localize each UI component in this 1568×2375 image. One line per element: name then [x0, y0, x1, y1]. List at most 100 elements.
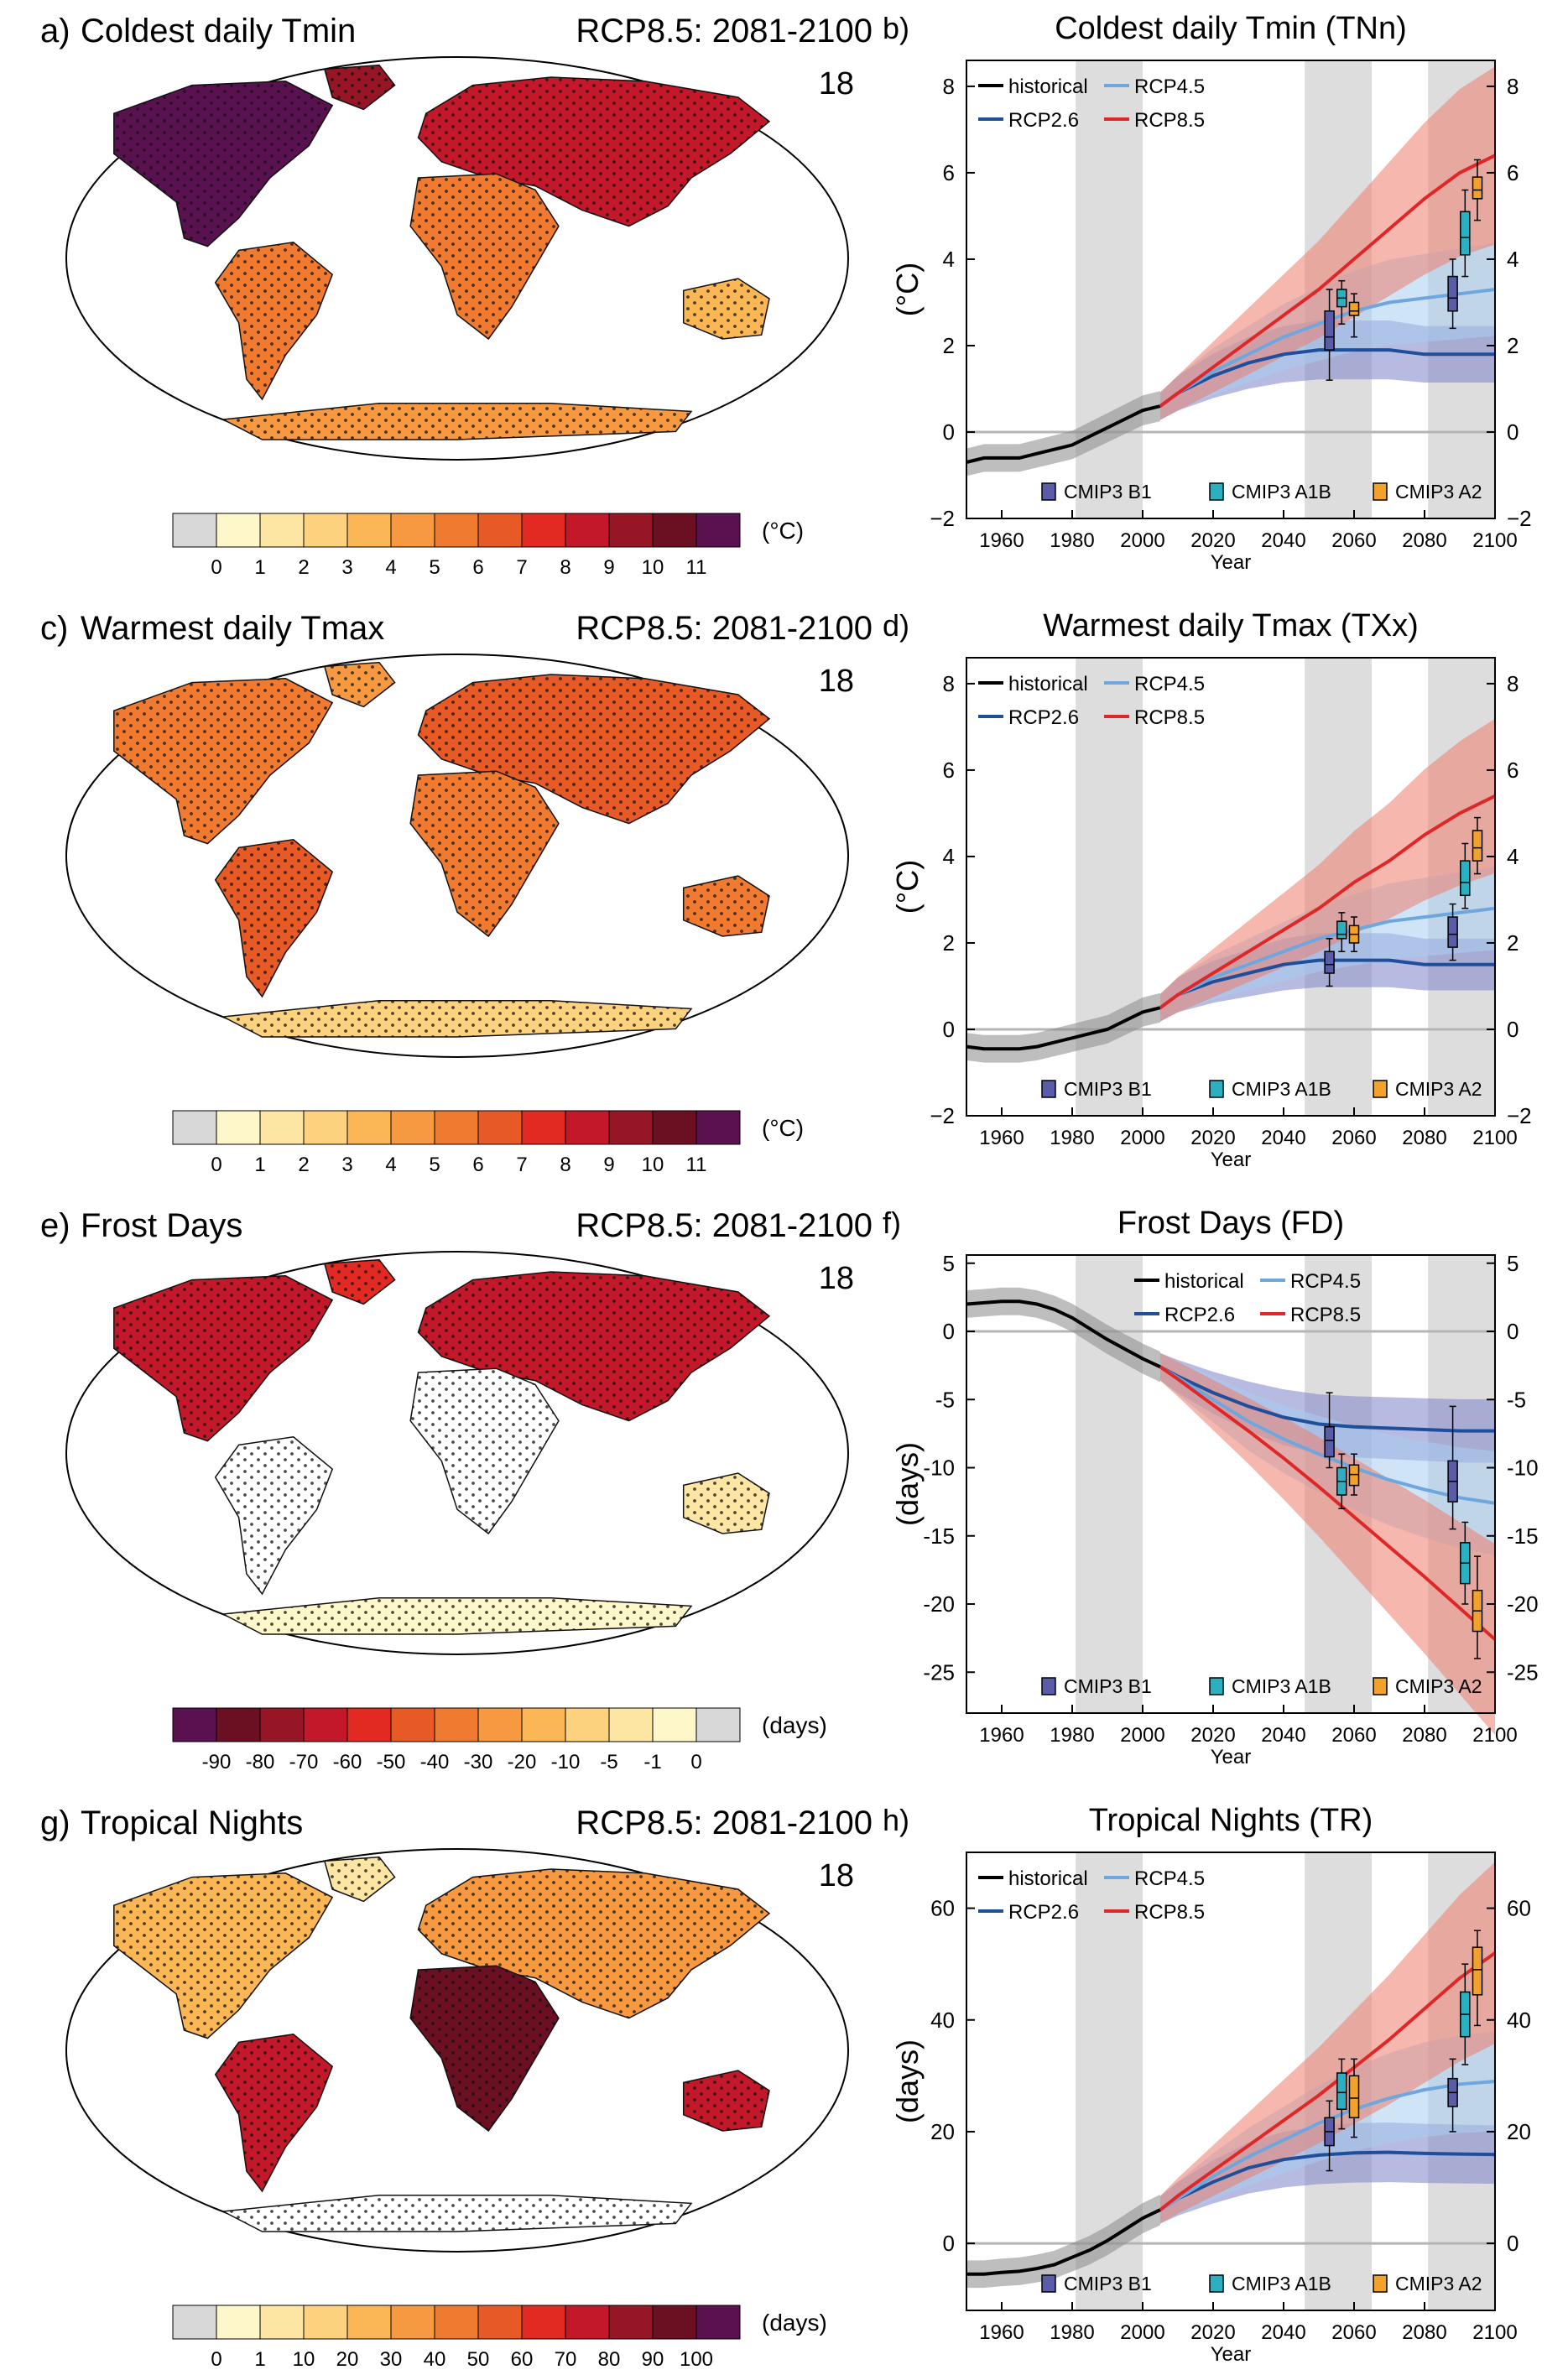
colorbar-swatch — [390, 1707, 435, 1742]
stippling-antarctica — [223, 1597, 691, 1634]
band-historical — [966, 2194, 1160, 2289]
y-tick-label-right: 2 — [1507, 333, 1519, 358]
band-rcp26 — [1160, 1352, 1495, 1463]
legend-label: RCP2.6 — [1008, 706, 1079, 729]
box-legend-label: CMIP3 A1B — [1232, 481, 1331, 503]
y-tick-label: 4 — [943, 844, 955, 869]
stippling-eurasia — [418, 77, 769, 227]
colorbar-tick-label: -10 — [551, 1751, 581, 1773]
colorbar-swatch — [477, 2305, 523, 2340]
x-tick-label: 2100 — [1472, 1127, 1517, 1149]
colorbar-tick-label: -70 — [289, 1751, 319, 1773]
box-cmip3-a2 — [1472, 1946, 1483, 1996]
y-tick-label-right: 40 — [1507, 2008, 1531, 2033]
y-tick-label-right: 2 — [1507, 930, 1519, 956]
series-line-rcp85 — [1159, 1951, 1497, 2211]
x-tick-label: 1960 — [979, 2321, 1024, 2344]
x-tick-label: 2040 — [1261, 2321, 1305, 2344]
colorbar-swatch — [172, 2305, 217, 2340]
y-tick-label-right: 0 — [1507, 2231, 1519, 2256]
x-tick-label: 2040 — [1261, 1127, 1305, 1149]
y-tick-label-right: -20 — [1507, 1591, 1539, 1617]
plot-frame — [966, 60, 1496, 519]
y-tick-label-right: −2 — [1507, 1103, 1532, 1128]
colorbar-swatch — [652, 2305, 697, 2340]
stippling-eurasia — [418, 1272, 769, 1421]
legend-label: RCP2.6 — [1008, 1901, 1079, 1924]
panel-letter: d) — [883, 608, 909, 643]
x-tick-label: 1980 — [1050, 1724, 1094, 1747]
y-tick-label: -25 — [923, 1659, 955, 1685]
y-tick-label-right: 6 — [1507, 160, 1519, 185]
colorbar-swatch — [477, 513, 523, 548]
series-line-rcp85 — [1159, 154, 1496, 408]
legend-label: historical — [1008, 1867, 1088, 1890]
colorbar-tick-label: 1 — [254, 556, 265, 579]
y-tick-label: 2 — [943, 333, 955, 358]
legend-label: RCP4.5 — [1134, 76, 1205, 98]
colorbar: 0 1 10 20 30 40 50 60 70 80 90 100 (days) — [172, 2305, 827, 2371]
box-legend-label: CMIP3 A2 — [1395, 481, 1482, 503]
y-tick-label: −2 — [930, 506, 955, 531]
y-tick-label-right: 20 — [1507, 2119, 1531, 2144]
y-tick-label: −2 — [930, 1103, 955, 1128]
stippling-australia — [683, 876, 769, 936]
band-rcp85 — [1160, 1352, 1495, 1736]
colorbar-swatch — [172, 513, 217, 548]
box-cmip3-b1 — [1324, 310, 1335, 351]
model-count: 18 — [819, 1261, 854, 1296]
colorbar-unit: (days) — [762, 1712, 827, 1738]
colorbar-tick-label: 5 — [429, 556, 440, 579]
colorbar-swatch — [434, 513, 479, 548]
colorbar-swatch — [346, 2305, 392, 2340]
model-count: 18 — [819, 664, 854, 699]
legend-label: RCP2.6 — [1164, 1304, 1235, 1326]
colorbar-tick-label: 0 — [690, 1751, 701, 1773]
band-rcp85 — [1160, 1862, 1495, 2224]
map-scenario: RCP8.5: 2081-2100 — [576, 13, 873, 49]
legend-label: RCP8.5 — [1290, 1304, 1361, 1326]
x-tick-label: 1980 — [1050, 529, 1094, 552]
colorbar-swatch — [216, 513, 261, 548]
y-tick-label-right: -5 — [1507, 1387, 1526, 1412]
colorbar-swatch — [259, 513, 305, 548]
stippling-eurasia — [418, 674, 769, 824]
colorbar-swatch — [521, 1707, 566, 1742]
series-line-rcp45 — [1159, 288, 1496, 408]
y-tick-label-right: 8 — [1507, 74, 1519, 99]
box-legend-label: CMIP3 B1 — [1064, 481, 1152, 503]
colorbar: 0 1 2 3 4 5 6 7 8 9 10 11 (°C) — [172, 1110, 804, 1176]
x-axis-label: Year — [1211, 2343, 1252, 2366]
map-panel-2: e) Frost Days RCP8.5: 2081-2100 18 -90 -80 -70… — [40, 1207, 873, 1773]
colorbar-swatch — [216, 1110, 261, 1145]
colorbar-tick-label: 7 — [516, 556, 527, 579]
colorbar-tick-label: 1 — [254, 2348, 265, 2371]
colorbar-tick-label: 4 — [385, 1154, 396, 1176]
y-tick-label: 20 — [930, 2119, 955, 2144]
colorbar-tick-label: 10 — [642, 556, 664, 579]
legend-label: RCP4.5 — [1134, 1867, 1205, 1890]
colorbar-swatch — [695, 1707, 741, 1742]
box-legend-swatch — [1041, 2274, 1056, 2293]
colorbar-tick-label: 90 — [642, 2348, 664, 2371]
colorbar-swatch — [390, 1110, 435, 1145]
colorbar-tick-label: 2 — [298, 556, 309, 579]
series-line-historical — [966, 2208, 1161, 2276]
stippling-antarctica — [223, 1000, 691, 1037]
box-cmip3-a1b — [1460, 860, 1471, 897]
y-tick-label-right: 0 — [1507, 419, 1519, 445]
series-line-rcp26 — [1159, 958, 1495, 1009]
y-tick-label-right: −2 — [1507, 506, 1532, 531]
colorbar-tick-label: -5 — [600, 1751, 617, 1773]
map-panel-1: c) Warmest daily Tmax RCP8.5: 2081-2100180… — [40, 610, 873, 1176]
stippling-australia — [683, 279, 769, 339]
y-tick-label: -15 — [923, 1523, 955, 1549]
colorbar-swatch — [346, 513, 392, 548]
y-tick-label-right: -25 — [1507, 1659, 1539, 1685]
chart-panel-0: b) Coldest daily Tmin (TNn) 8 8 6 6 4 4 2 2 0 0 −2 −2… — [883, 11, 1532, 574]
colorbar-swatch — [434, 1707, 479, 1742]
x-axis-label: Year — [1211, 1148, 1252, 1171]
x-tick-label: 2020 — [1190, 529, 1235, 552]
